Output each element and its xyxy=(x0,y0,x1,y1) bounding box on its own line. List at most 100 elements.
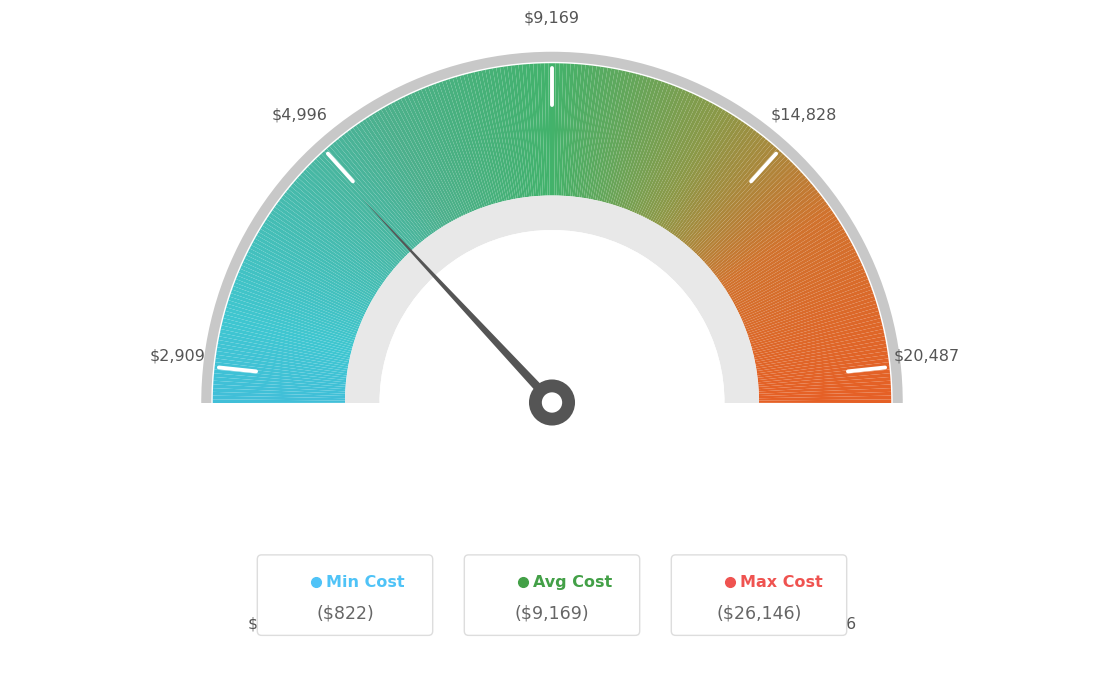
Wedge shape xyxy=(213,405,346,411)
Wedge shape xyxy=(246,252,367,313)
Wedge shape xyxy=(730,229,846,299)
Wedge shape xyxy=(751,457,880,495)
Wedge shape xyxy=(584,67,607,198)
Wedge shape xyxy=(503,66,524,197)
Wedge shape xyxy=(226,461,354,502)
Wedge shape xyxy=(677,132,760,239)
Wedge shape xyxy=(273,520,383,599)
Wedge shape xyxy=(223,453,352,488)
Wedge shape xyxy=(215,358,347,378)
Wedge shape xyxy=(758,392,891,398)
Wedge shape xyxy=(261,226,375,297)
Wedge shape xyxy=(758,407,891,414)
Wedge shape xyxy=(563,63,574,196)
Wedge shape xyxy=(755,439,885,466)
Wedge shape xyxy=(715,195,822,277)
Wedge shape xyxy=(679,135,763,240)
Wedge shape xyxy=(230,293,357,338)
Wedge shape xyxy=(619,81,666,208)
Wedge shape xyxy=(267,515,380,590)
Wedge shape xyxy=(746,472,871,520)
Wedge shape xyxy=(217,344,348,369)
Wedge shape xyxy=(757,358,889,378)
Wedge shape xyxy=(751,307,879,346)
Wedge shape xyxy=(296,178,397,267)
Wedge shape xyxy=(595,70,626,201)
Wedge shape xyxy=(279,198,386,279)
Wedge shape xyxy=(629,88,682,212)
Wedge shape xyxy=(258,229,374,299)
Wedge shape xyxy=(549,63,552,195)
Wedge shape xyxy=(656,110,726,225)
Wedge shape xyxy=(746,286,872,333)
Wedge shape xyxy=(729,509,843,580)
Wedge shape xyxy=(757,426,889,444)
Wedge shape xyxy=(753,322,882,355)
Wedge shape xyxy=(634,91,690,213)
Wedge shape xyxy=(732,503,849,571)
Wedge shape xyxy=(372,113,444,227)
Wedge shape xyxy=(213,410,346,418)
Wedge shape xyxy=(745,283,871,331)
Wedge shape xyxy=(388,104,454,221)
Wedge shape xyxy=(442,80,487,207)
Wedge shape xyxy=(624,84,672,209)
Wedge shape xyxy=(752,315,881,351)
Wedge shape xyxy=(728,222,841,295)
Wedge shape xyxy=(266,216,379,290)
Wedge shape xyxy=(475,72,507,201)
Wedge shape xyxy=(744,476,869,527)
Wedge shape xyxy=(268,213,380,289)
Wedge shape xyxy=(242,486,364,544)
Wedge shape xyxy=(446,79,489,206)
Wedge shape xyxy=(237,272,361,325)
Wedge shape xyxy=(744,478,868,531)
Wedge shape xyxy=(739,491,859,551)
Wedge shape xyxy=(758,414,891,426)
Wedge shape xyxy=(689,149,779,249)
Wedge shape xyxy=(221,448,351,481)
Wedge shape xyxy=(214,366,347,382)
Wedge shape xyxy=(220,329,350,360)
Wedge shape xyxy=(261,509,375,580)
Wedge shape xyxy=(245,255,365,315)
Wedge shape xyxy=(464,74,500,203)
Wedge shape xyxy=(720,204,829,283)
Wedge shape xyxy=(226,304,354,344)
Wedge shape xyxy=(726,513,839,586)
Wedge shape xyxy=(275,204,384,283)
Wedge shape xyxy=(236,275,360,327)
Wedge shape xyxy=(213,400,346,403)
Wedge shape xyxy=(213,412,346,422)
Wedge shape xyxy=(739,255,859,315)
Wedge shape xyxy=(709,181,811,269)
Wedge shape xyxy=(338,137,423,242)
Wedge shape xyxy=(216,351,348,373)
Wedge shape xyxy=(241,484,363,541)
Wedge shape xyxy=(384,106,452,223)
Wedge shape xyxy=(240,482,362,538)
Wedge shape xyxy=(397,99,459,218)
Wedge shape xyxy=(640,95,700,216)
Text: ($9,169): ($9,169) xyxy=(514,605,590,623)
Text: $9,169: $9,169 xyxy=(524,11,580,26)
Wedge shape xyxy=(559,63,567,196)
Wedge shape xyxy=(721,520,831,599)
Wedge shape xyxy=(302,170,402,262)
Wedge shape xyxy=(252,499,370,564)
Wedge shape xyxy=(224,455,352,491)
Wedge shape xyxy=(293,181,395,269)
Wedge shape xyxy=(567,64,582,196)
Wedge shape xyxy=(224,311,352,349)
Wedge shape xyxy=(213,388,346,396)
Wedge shape xyxy=(252,242,370,306)
Text: $20,487: $20,487 xyxy=(893,348,959,363)
Wedge shape xyxy=(214,421,346,437)
Wedge shape xyxy=(756,347,888,371)
Wedge shape xyxy=(319,154,412,253)
Wedge shape xyxy=(724,515,837,590)
Wedge shape xyxy=(213,414,346,426)
Wedge shape xyxy=(722,519,832,596)
Wedge shape xyxy=(401,97,461,217)
Wedge shape xyxy=(251,497,369,561)
